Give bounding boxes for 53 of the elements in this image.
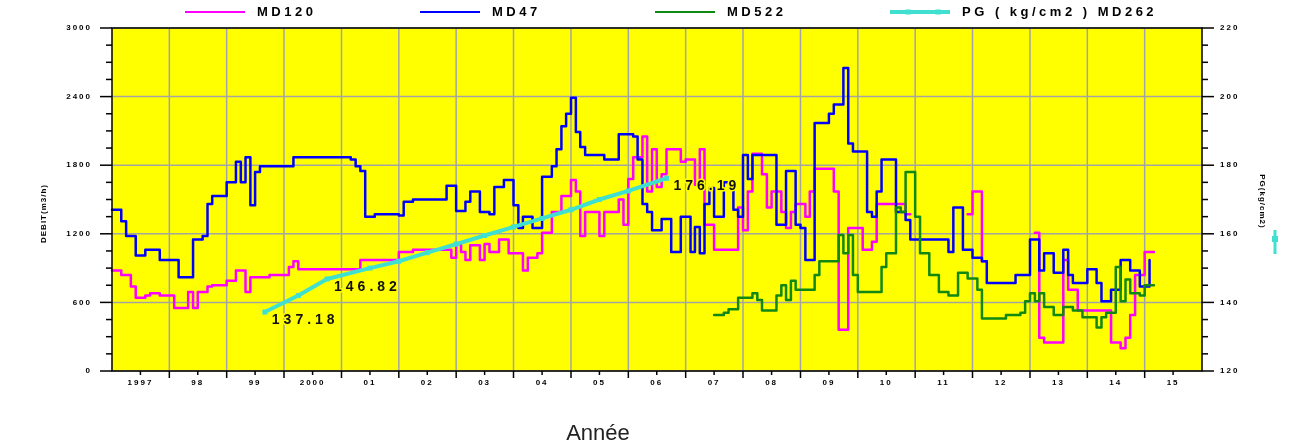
- y-tick-label: 3000: [66, 23, 92, 33]
- y-tick-label: 2400: [66, 91, 92, 101]
- x-tick-label: 02: [420, 378, 434, 387]
- x-tick-label: 99: [248, 378, 262, 387]
- x-tick-label: 14: [1109, 378, 1123, 387]
- point: [367, 265, 373, 271]
- x-tick-label: 10: [879, 378, 893, 387]
- y2-tick-label: 140: [1220, 297, 1240, 307]
- x-tick-label: 05: [592, 378, 606, 387]
- point: [453, 241, 459, 247]
- y-axis-title: DEBIT(m3/h): [39, 184, 49, 243]
- x-tick-label: 13: [1051, 378, 1065, 387]
- point: [539, 215, 545, 221]
- y2-tick-label: 180: [1220, 160, 1240, 170]
- data-label: 137.18: [271, 310, 339, 327]
- point: [596, 197, 602, 202]
- x-tick-label: 01: [363, 378, 377, 387]
- y-tick-label: 600: [72, 297, 92, 307]
- point: [262, 309, 268, 315]
- x-tick-label: 08: [765, 378, 779, 387]
- point: [324, 276, 330, 282]
- x-tick-label: 03: [478, 378, 492, 387]
- point: [625, 188, 631, 194]
- y2-tick-label: 120: [1220, 366, 1240, 376]
- x-tick-label: 2000: [299, 378, 326, 387]
- x-tick-label: 06: [650, 378, 664, 387]
- x-tick-label: 12: [994, 378, 1008, 387]
- y2-tick-label: 200: [1220, 91, 1240, 101]
- point: [664, 175, 669, 181]
- y2-tick-label: 160: [1220, 228, 1240, 238]
- x-tick-label: 15: [1166, 378, 1180, 387]
- x-axis-title: Année: [566, 420, 630, 445]
- x-tick-label: 98: [191, 378, 205, 387]
- y2-tick-label: 220: [1220, 23, 1240, 33]
- legend-label: PG ( kg/cm2 ) MD262: [962, 4, 1158, 20]
- y-tick-label: 1200: [66, 228, 92, 238]
- point: [511, 224, 517, 230]
- y-tick-label: 1800: [66, 160, 92, 170]
- legend-label: MD47: [492, 4, 541, 20]
- legend-label: MD120: [257, 4, 317, 20]
- point: [482, 233, 488, 239]
- y2-axis-title: PG(kg/cm2): [1257, 174, 1267, 229]
- x-tick-label: 1997: [127, 378, 154, 387]
- y-tick-label: 0: [85, 366, 92, 376]
- x-tick-label: 09: [822, 378, 836, 387]
- point: [568, 207, 574, 213]
- x-tick-label: 07: [707, 378, 721, 387]
- point: [295, 293, 301, 299]
- x-tick-label: 11: [937, 378, 950, 387]
- point: [424, 250, 430, 256]
- x-tick-label: 04: [535, 378, 549, 387]
- point: [396, 258, 402, 264]
- legend-label: MD522: [727, 4, 787, 20]
